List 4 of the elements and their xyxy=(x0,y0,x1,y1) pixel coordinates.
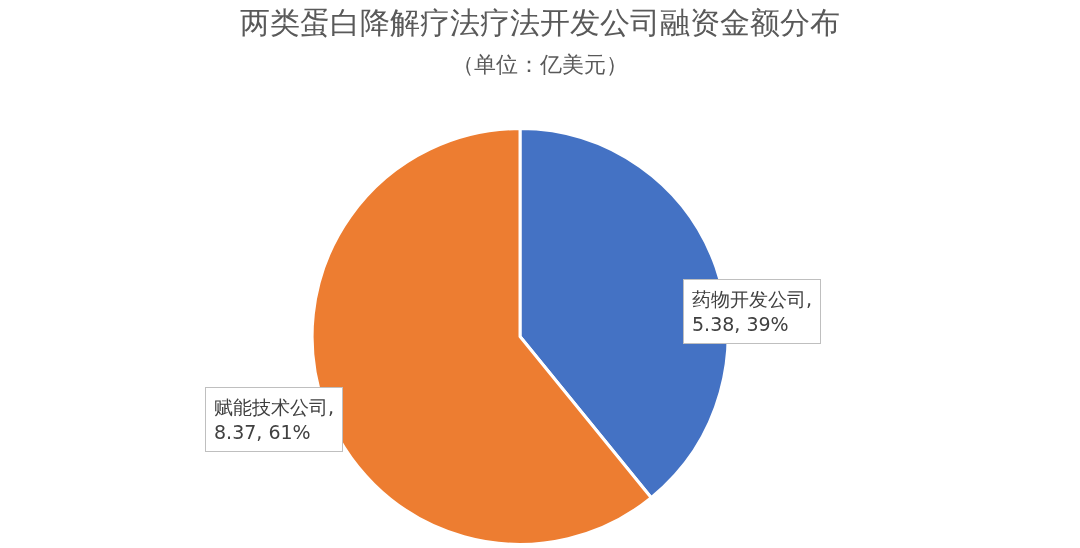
chart-subtitle: （单位：亿美元） xyxy=(452,51,628,77)
chart-title: 两类蛋白降解疗法疗法开发公司融资金额分布 xyxy=(240,4,840,40)
slice-label: 赋能技术公司, 8.37, 61% xyxy=(214,396,335,443)
slice-label: 药物开发公司, 5.38, 39% xyxy=(692,288,813,335)
